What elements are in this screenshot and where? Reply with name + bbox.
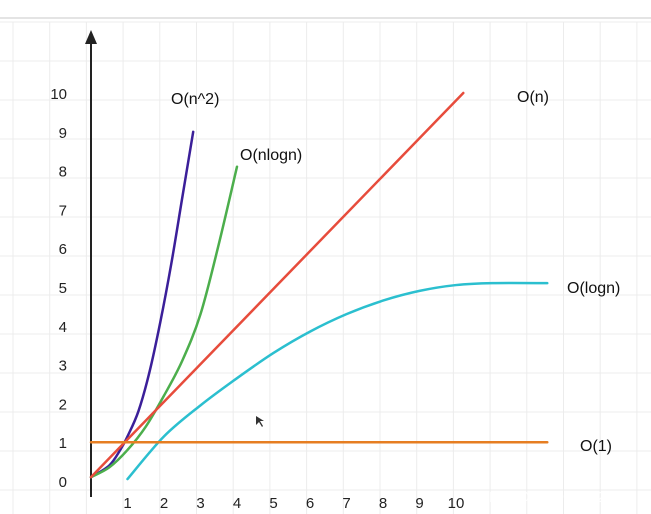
series-line-o-logn bbox=[126, 281, 549, 481]
x-tick-label: 5 bbox=[269, 495, 277, 512]
grid bbox=[0, 17, 651, 514]
y-tick-label: 4 bbox=[59, 319, 67, 336]
axes bbox=[85, 30, 97, 497]
y-tick-label: 10 bbox=[50, 86, 67, 103]
x-tick-label: 6 bbox=[306, 495, 314, 512]
x-tick-label: 3 bbox=[196, 495, 204, 512]
x-tick-label: 1 bbox=[123, 495, 131, 512]
y-tick-label: 2 bbox=[59, 396, 67, 413]
y-tick-label: 6 bbox=[59, 241, 67, 258]
series-label-o-nlogn: O(nlogn) bbox=[240, 147, 302, 164]
series-line-o-n bbox=[89, 91, 465, 479]
y-tick-label: 5 bbox=[59, 280, 67, 297]
y-tick-label: 7 bbox=[59, 202, 67, 219]
tick-labels: 0 1 2 3 4 5 6 7 8 9 10 1 2 3 4 5 6 7 8 9 10 bbox=[50, 86, 464, 512]
y-axis-arrow-icon bbox=[85, 30, 97, 44]
x-tick-label: 4 bbox=[233, 495, 241, 512]
x-tick-label: 9 bbox=[415, 495, 423, 512]
x-tick-label: 2 bbox=[160, 495, 168, 512]
cursor-icon bbox=[256, 416, 264, 427]
y-tick-label: 0 bbox=[59, 474, 67, 491]
x-tick-label: 7 bbox=[342, 495, 350, 512]
series-label-o-logn: O(logn) bbox=[567, 280, 620, 297]
x-tick-label: 8 bbox=[379, 495, 387, 512]
y-tick-label: 9 bbox=[59, 125, 67, 142]
y-tick-label: 1 bbox=[59, 435, 67, 452]
series-label-o-n-2: O(n^2) bbox=[171, 91, 219, 108]
series-line-o-nlogn bbox=[89, 165, 239, 479]
series-labels: O(n^2) O(nlogn) O(n) O(logn) O(1) bbox=[171, 89, 620, 455]
series-label-o-1: O(1) bbox=[580, 438, 612, 455]
series-line-o-n-2 bbox=[89, 130, 195, 479]
y-tick-label: 8 bbox=[59, 164, 67, 181]
x-tick-label: 10 bbox=[448, 495, 465, 512]
series-lines bbox=[89, 91, 549, 481]
watermark-text: CSDN @qq_40055200 bbox=[468, 489, 622, 506]
y-tick-label: 3 bbox=[59, 358, 67, 375]
series-label-o-n: O(n) bbox=[517, 89, 549, 106]
